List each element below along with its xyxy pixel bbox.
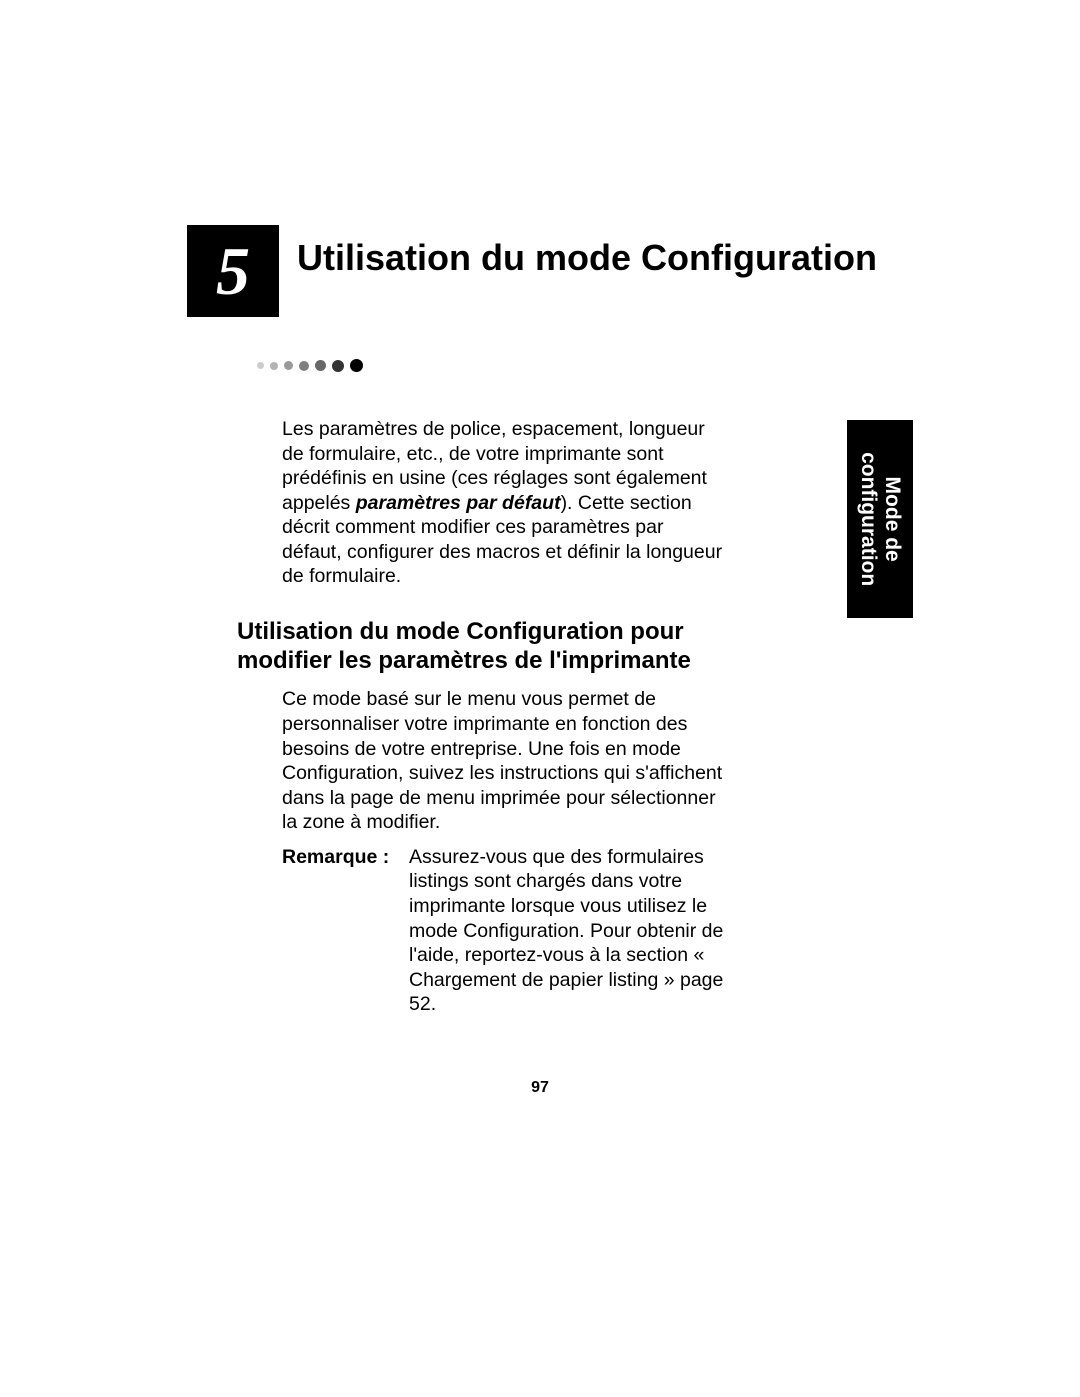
side-tab-line2: configuration	[857, 452, 880, 586]
intro-bold-term: paramètres par défaut	[356, 492, 561, 514]
decorative-dot	[315, 360, 326, 371]
decorative-dot	[284, 361, 293, 370]
note-text: Assurez-vous que des formulaires listing…	[409, 845, 727, 1017]
decorative-dot	[299, 361, 309, 371]
note-label: Remarque :	[282, 845, 409, 1017]
decorative-dots	[257, 357, 887, 375]
intro-paragraph: Les paramètres de police, espacement, lo…	[282, 417, 727, 589]
chapter-title: Utilisation du mode Configuration	[297, 225, 877, 278]
chapter-number-box: 5	[187, 225, 279, 317]
note-block: Remarque : Assurez-vous que des formulai…	[282, 845, 727, 1017]
side-tab: Mode de configuration	[847, 420, 913, 618]
decorative-dot	[270, 362, 278, 370]
chapter-header: 5 Utilisation du mode Configuration	[187, 225, 887, 317]
page-content: 5 Utilisation du mode Configuration Les …	[187, 225, 887, 1017]
decorative-dot	[350, 359, 363, 372]
side-tab-line1: Mode de	[881, 476, 904, 561]
section-heading: Utilisation du mode Configuration pour m…	[237, 617, 727, 676]
chapter-number: 5	[216, 232, 250, 311]
decorative-dot	[257, 362, 264, 369]
side-tab-label: Mode de configuration	[856, 452, 904, 586]
section-body: Ce mode basé sur le menu vous permet de …	[282, 687, 727, 834]
decorative-dot	[332, 360, 344, 372]
page-number: 97	[0, 1079, 1080, 1097]
